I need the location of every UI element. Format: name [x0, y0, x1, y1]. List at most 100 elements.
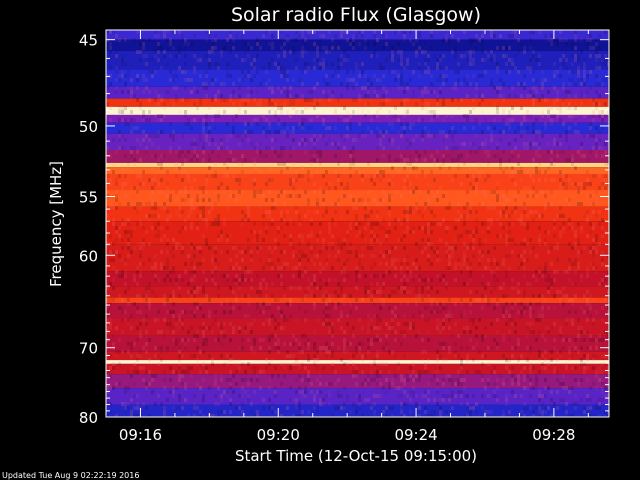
texture-cell: [535, 134, 538, 138]
texture-cell: [112, 222, 115, 226]
texture-cell: [532, 186, 535, 190]
texture-cell: [298, 78, 301, 82]
texture-cell: [436, 306, 439, 310]
texture-cell: [493, 206, 496, 210]
texture-cell: [262, 266, 265, 270]
texture-cell: [373, 394, 376, 398]
texture-cell: [367, 86, 370, 90]
texture-cell: [595, 374, 598, 378]
texture-cell: [202, 218, 205, 222]
texture-cell: [328, 278, 331, 282]
texture-cell: [433, 66, 436, 70]
texture-cell: [238, 282, 241, 286]
texture-cell: [190, 242, 193, 246]
texture-cell: [196, 266, 199, 270]
texture-cell: [556, 70, 559, 74]
texture-cell: [127, 402, 130, 406]
texture-cell: [484, 118, 487, 122]
texture-cell: [568, 78, 571, 82]
texture-cell: [220, 326, 223, 330]
texture-cell: [472, 322, 475, 326]
texture-cell: [559, 226, 562, 230]
texture-cell: [496, 146, 499, 150]
texture-cell: [511, 210, 514, 214]
texture-cell: [115, 206, 118, 210]
texture-cell: [280, 170, 283, 174]
texture-cell: [298, 174, 301, 178]
texture-cell: [430, 210, 433, 214]
texture-cell: [121, 166, 124, 170]
texture-cell: [115, 350, 118, 354]
texture-cell: [151, 142, 154, 146]
texture-cell: [214, 170, 217, 174]
texture-cell: [568, 242, 571, 246]
texture-cell: [412, 326, 415, 330]
texture-cell: [280, 70, 283, 74]
texture-cell: [361, 198, 364, 202]
texture-cell: [439, 90, 442, 94]
texture-cell: [397, 238, 400, 242]
texture-cell: [133, 278, 136, 282]
texture-cell: [283, 54, 286, 58]
texture-cell: [358, 42, 361, 46]
texture-cell: [166, 210, 169, 214]
texture-cell: [154, 178, 157, 182]
texture-cell: [373, 366, 376, 370]
texture-cell: [433, 398, 436, 402]
texture-cell: [589, 314, 592, 318]
texture-cell: [328, 98, 331, 102]
texture-cell: [205, 338, 208, 342]
texture-cell: [307, 234, 310, 238]
texture-cell: [265, 134, 268, 138]
texture-cell: [130, 94, 133, 98]
texture-cell: [373, 114, 376, 118]
texture-cell: [265, 230, 268, 234]
texture-cell: [535, 58, 538, 62]
texture-cell: [493, 278, 496, 282]
texture-cell: [607, 86, 609, 90]
texture-cell: [538, 146, 541, 150]
texture-cell: [241, 98, 244, 102]
texture-cell: [496, 342, 499, 346]
texture-cell: [109, 322, 112, 326]
texture-cell: [367, 206, 370, 210]
texture-cell: [460, 346, 463, 350]
texture-cell: [136, 402, 139, 406]
texture-cell: [400, 378, 403, 382]
texture-cell: [310, 246, 313, 250]
texture-cell: [235, 134, 238, 138]
texture-cell: [544, 122, 547, 126]
texture-cell: [451, 250, 454, 254]
texture-cell: [280, 66, 283, 70]
texture-cell: [250, 78, 253, 82]
texture-cell: [196, 214, 199, 218]
texture-cell: [574, 130, 577, 134]
texture-cell: [247, 74, 250, 78]
texture-cell: [280, 210, 283, 214]
texture-cell: [373, 50, 376, 54]
texture-cell: [400, 54, 403, 58]
texture-cell: [346, 314, 349, 318]
texture-cell: [604, 54, 607, 58]
texture-cell: [526, 282, 529, 286]
texture-cell: [367, 330, 370, 334]
texture-cell: [487, 298, 490, 302]
texture-cell: [133, 370, 136, 374]
texture-cell: [256, 234, 259, 238]
texture-cell: [451, 406, 454, 410]
texture-cell: [373, 410, 376, 414]
texture-cell: [337, 142, 340, 146]
texture-cell: [295, 406, 298, 410]
texture-cell: [409, 378, 412, 382]
texture-cell: [313, 398, 316, 402]
frequency-bands: [106, 30, 609, 417]
texture-cell: [520, 214, 523, 218]
texture-cell: [403, 82, 406, 86]
texture-cell: [457, 258, 460, 262]
texture-cell: [538, 238, 541, 242]
texture-cell: [553, 142, 556, 146]
texture-cell: [601, 182, 604, 186]
texture-cell: [415, 290, 418, 294]
texture-cell: [544, 386, 547, 390]
texture-cell: [328, 50, 331, 54]
